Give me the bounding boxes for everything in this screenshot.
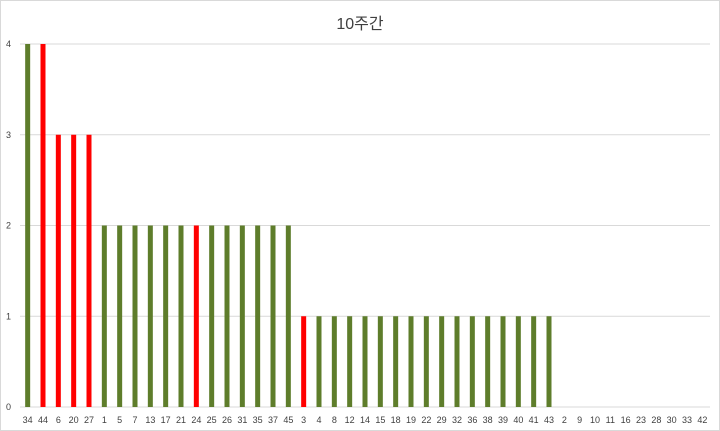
x-tick-label: 20 (69, 415, 79, 425)
x-tick-label: 4 (316, 415, 321, 425)
x-tick-label: 3 (301, 415, 306, 425)
x-tick-label: 25 (207, 415, 217, 425)
x-tick-label: 14 (360, 415, 370, 425)
bar-25 (209, 225, 215, 407)
bar-19 (408, 316, 414, 407)
x-tick-label: 26 (222, 415, 232, 425)
bar-5 (117, 225, 123, 407)
x-tick-label: 11 (606, 415, 615, 425)
x-tick-label: 33 (682, 415, 692, 425)
bar-31 (239, 225, 245, 407)
bar-15 (377, 316, 383, 407)
bar-32 (454, 316, 460, 407)
bar-26 (224, 225, 230, 407)
x-tick-label: 19 (406, 415, 416, 425)
x-tick-label: 28 (651, 415, 661, 425)
y-tick-label: 1 (6, 311, 11, 321)
bar-45 (285, 225, 291, 407)
x-tick-label: 18 (391, 415, 401, 425)
x-tick-label: 29 (437, 415, 447, 425)
bar-40 (515, 316, 521, 407)
x-tick-label: 34 (23, 415, 33, 425)
x-tick-label: 8 (332, 415, 337, 425)
chart-title: 10주간 (336, 16, 384, 33)
x-tick-label: 37 (268, 415, 278, 425)
x-tick-label: 31 (237, 415, 247, 425)
bar-13 (147, 225, 153, 407)
bar-1 (101, 225, 107, 407)
x-tick-label: 6 (56, 415, 61, 425)
x-tick-label: 10 (590, 415, 600, 425)
x-tick-label: 36 (467, 415, 477, 425)
x-tick-label: 13 (145, 415, 155, 425)
x-tick-label: 24 (191, 415, 201, 425)
x-tick-label: 35 (253, 415, 263, 425)
x-tick-label: 38 (483, 415, 493, 425)
bar-22 (423, 316, 429, 407)
bar-29 (439, 316, 445, 407)
x-tick-label: 30 (667, 415, 677, 425)
bar-3 (301, 316, 307, 407)
bar-39 (500, 316, 506, 407)
x-tick-label: 2 (562, 415, 567, 425)
bar-44 (40, 44, 46, 407)
x-tick-label: 9 (577, 415, 582, 425)
y-tick-label: 2 (6, 221, 11, 231)
bar-24 (193, 225, 199, 407)
bar-7 (132, 225, 138, 407)
x-tick-label: 7 (132, 415, 137, 425)
x-tick-label: 15 (375, 415, 385, 425)
x-tick-label: 39 (498, 415, 508, 425)
x-tick-label: 22 (421, 415, 431, 425)
bar-6 (55, 134, 61, 407)
x-tick-label: 27 (84, 415, 94, 425)
x-tick-label: 16 (621, 415, 631, 425)
x-tick-label: 5 (117, 415, 122, 425)
bar-4 (316, 316, 322, 407)
bar-12 (347, 316, 353, 407)
bar-14 (362, 316, 368, 407)
x-tick-label: 12 (345, 415, 355, 425)
x-tick-label: 32 (452, 415, 462, 425)
x-tick-label: 1 (102, 415, 107, 425)
bar-20 (71, 134, 77, 407)
bar-18 (393, 316, 399, 407)
x-tick-label: 40 (513, 415, 523, 425)
bar-36 (469, 316, 475, 407)
x-tick-label: 41 (529, 415, 539, 425)
bar-21 (178, 225, 184, 407)
bar-41 (531, 316, 537, 407)
x-tick-label: 45 (283, 415, 293, 425)
bar-34 (25, 44, 31, 407)
x-tick-label: 23 (636, 415, 646, 425)
x-tick-label: 17 (161, 415, 171, 425)
y-tick-label: 3 (6, 130, 11, 140)
y-tick-label: 0 (6, 402, 11, 412)
x-tick-label: 42 (697, 415, 707, 425)
bar-38 (485, 316, 491, 407)
x-tick-label: 21 (176, 415, 186, 425)
bar-27 (86, 134, 92, 407)
bar-37 (270, 225, 276, 407)
x-tick-label: 43 (544, 415, 554, 425)
x-tick-label: 44 (38, 415, 48, 425)
bar-43 (546, 316, 552, 407)
bar-8 (331, 316, 337, 407)
y-tick-label: 4 (6, 39, 11, 49)
bar-35 (255, 225, 261, 407)
bar-17 (163, 225, 169, 407)
